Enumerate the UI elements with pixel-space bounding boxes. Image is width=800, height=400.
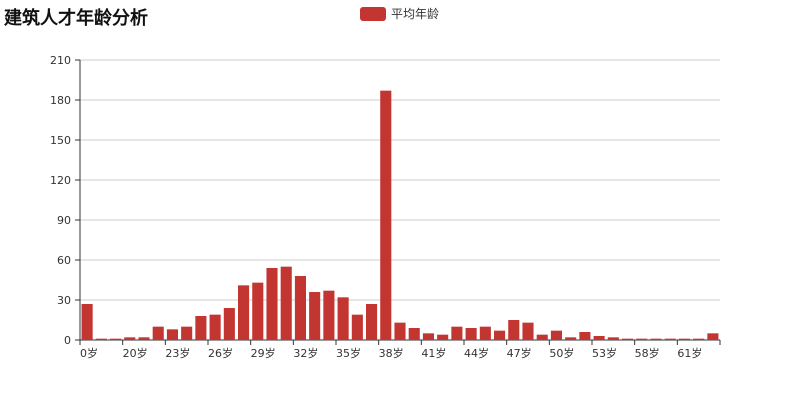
x-tick-label: 23岁 <box>165 346 190 360</box>
bar <box>451 326 463 340</box>
bar <box>422 333 434 340</box>
bar <box>323 290 335 340</box>
bar <box>252 282 264 340</box>
chart-title: 建筑人才年龄分析 <box>4 8 148 29</box>
x-tick-label: 61岁 <box>677 346 702 360</box>
bar <box>550 330 562 340</box>
bar <box>408 328 420 340</box>
bar <box>607 337 619 340</box>
y-tick-label: 150 <box>50 134 71 147</box>
bar <box>337 297 349 340</box>
x-tick-label: 32岁 <box>293 346 318 360</box>
bar <box>294 276 306 340</box>
bar <box>522 322 534 340</box>
y-tick-label: 30 <box>57 294 71 307</box>
bar <box>366 304 378 340</box>
y-tick-label: 120 <box>50 174 71 187</box>
bar <box>479 326 491 340</box>
bar <box>380 90 392 341</box>
bar <box>266 268 278 340</box>
legend-label: 平均年龄 <box>391 7 440 21</box>
bar <box>622 338 634 340</box>
x-tick-label: 35岁 <box>336 346 361 360</box>
bar <box>152 326 164 340</box>
y-tick-label: 60 <box>57 254 71 267</box>
x-tick-label: 44岁 <box>464 346 489 360</box>
bar <box>437 334 449 340</box>
bar <box>693 338 705 340</box>
bar <box>309 292 321 340</box>
x-tick-label: 47岁 <box>507 346 532 360</box>
x-tick-label: 50岁 <box>549 346 574 360</box>
x-tick-label: 41岁 <box>421 346 446 360</box>
bar <box>223 308 235 340</box>
bar <box>195 316 207 340</box>
bar <box>536 334 548 340</box>
bar <box>351 314 363 340</box>
x-tick-label: 53岁 <box>592 346 617 360</box>
bar <box>95 338 107 340</box>
x-tick-label: 58岁 <box>635 346 660 360</box>
bar <box>565 337 577 340</box>
legend[interactable]: 平均年龄 <box>360 5 439 22</box>
x-tick-label: 38岁 <box>379 346 404 360</box>
bar <box>209 314 221 340</box>
x-tick-label: 29岁 <box>251 346 276 360</box>
bar <box>394 322 406 340</box>
bar <box>166 329 178 340</box>
bar <box>508 320 520 340</box>
bar <box>678 338 690 340</box>
bar <box>664 338 676 340</box>
bar <box>280 266 292 340</box>
y-tick-label: 210 <box>50 54 71 67</box>
bar <box>636 338 648 340</box>
bar <box>650 338 662 340</box>
bar <box>707 333 719 340</box>
bar <box>124 337 136 340</box>
bar <box>579 332 591 340</box>
bar <box>81 304 93 340</box>
y-tick-label: 180 <box>50 94 71 107</box>
bar <box>110 338 122 340</box>
bar <box>181 326 193 340</box>
y-tick-label: 0 <box>64 334 71 347</box>
x-tick-label: 0岁 <box>80 346 98 360</box>
bar <box>593 336 605 340</box>
y-tick-label: 90 <box>57 214 71 227</box>
bar <box>494 330 506 340</box>
x-tick-label: 20岁 <box>123 346 148 360</box>
bar <box>465 328 477 340</box>
bar <box>238 285 250 340</box>
x-tick-label: 26岁 <box>208 346 233 360</box>
bar <box>138 337 150 340</box>
legend-swatch <box>360 6 386 21</box>
